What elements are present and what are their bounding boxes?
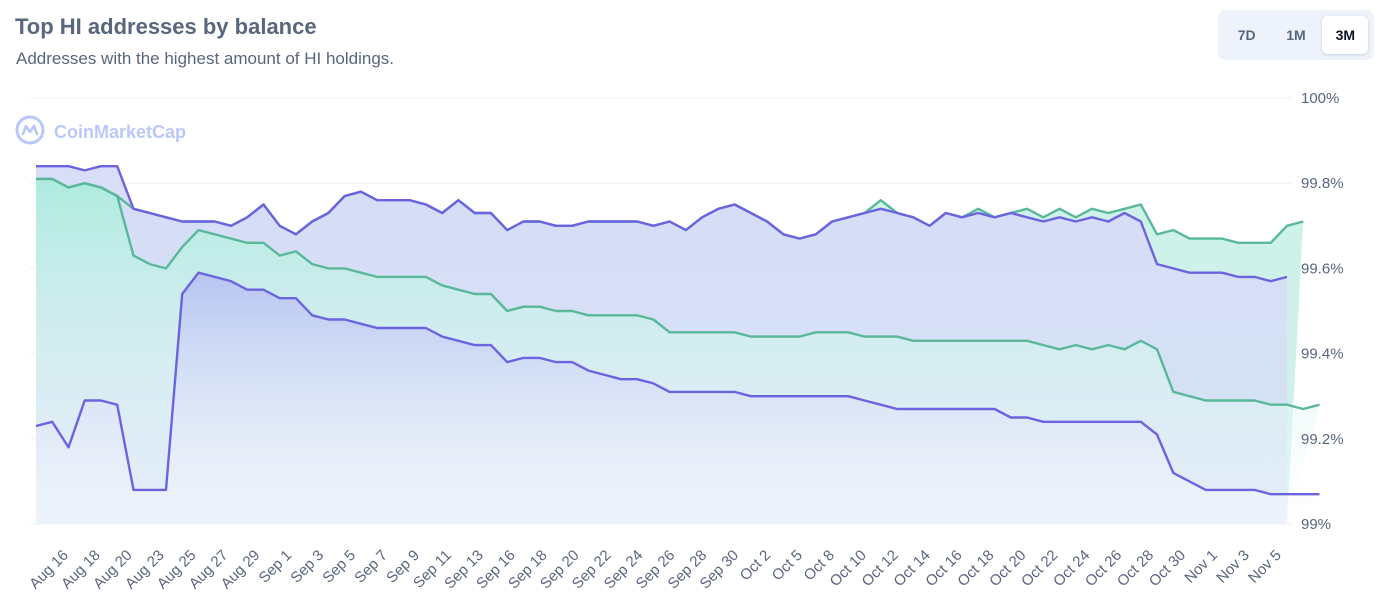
- y-tick-label: 100%: [1301, 90, 1339, 107]
- y-tick-label: 99%: [1301, 516, 1331, 533]
- x-tick-label: Sep 3: [287, 547, 327, 587]
- series-area: [36, 272, 1320, 524]
- y-tick-label: 99.4%: [1301, 346, 1344, 363]
- watermark-text: CoinMarketCap: [54, 122, 187, 142]
- x-tick-label: Sep 1: [256, 547, 296, 587]
- chart-title: Top HI addresses by balance: [15, 14, 317, 39]
- range-1m-button[interactable]: 1M: [1273, 16, 1319, 54]
- x-tick-label: Oct 2: [737, 547, 774, 584]
- x-tick-label: Sep 5: [319, 547, 359, 587]
- chart-subtitle: Addresses with the highest amount of HI …: [16, 49, 394, 68]
- series-line: [36, 177, 1320, 411]
- series-line: [35, 271, 1320, 496]
- x-tick-label: Oct 5: [769, 547, 806, 584]
- y-tick-label: 99.2%: [1301, 431, 1344, 448]
- y-tick-label: 99.8%: [1301, 175, 1344, 192]
- coinmarketcap-watermark: CoinMarketCap: [14, 114, 186, 151]
- x-tick-label: Sep 7: [351, 547, 391, 587]
- x-tick-label: Oct 30: [1146, 547, 1189, 590]
- range-7d-button[interactable]: 7D: [1224, 16, 1270, 54]
- y-tick-label: 99.6%: [1301, 260, 1344, 277]
- coinmarketcap-logo-icon: [14, 114, 46, 151]
- time-range-selector: 7D 1M 3M: [1218, 10, 1374, 60]
- series-line: [36, 165, 1288, 283]
- x-tick-label: Nov 3: [1213, 547, 1253, 587]
- range-3m-button[interactable]: 3M: [1322, 16, 1369, 54]
- x-tick-label: Nov 1: [1181, 547, 1221, 587]
- x-tick-label: Nov 5: [1245, 547, 1285, 587]
